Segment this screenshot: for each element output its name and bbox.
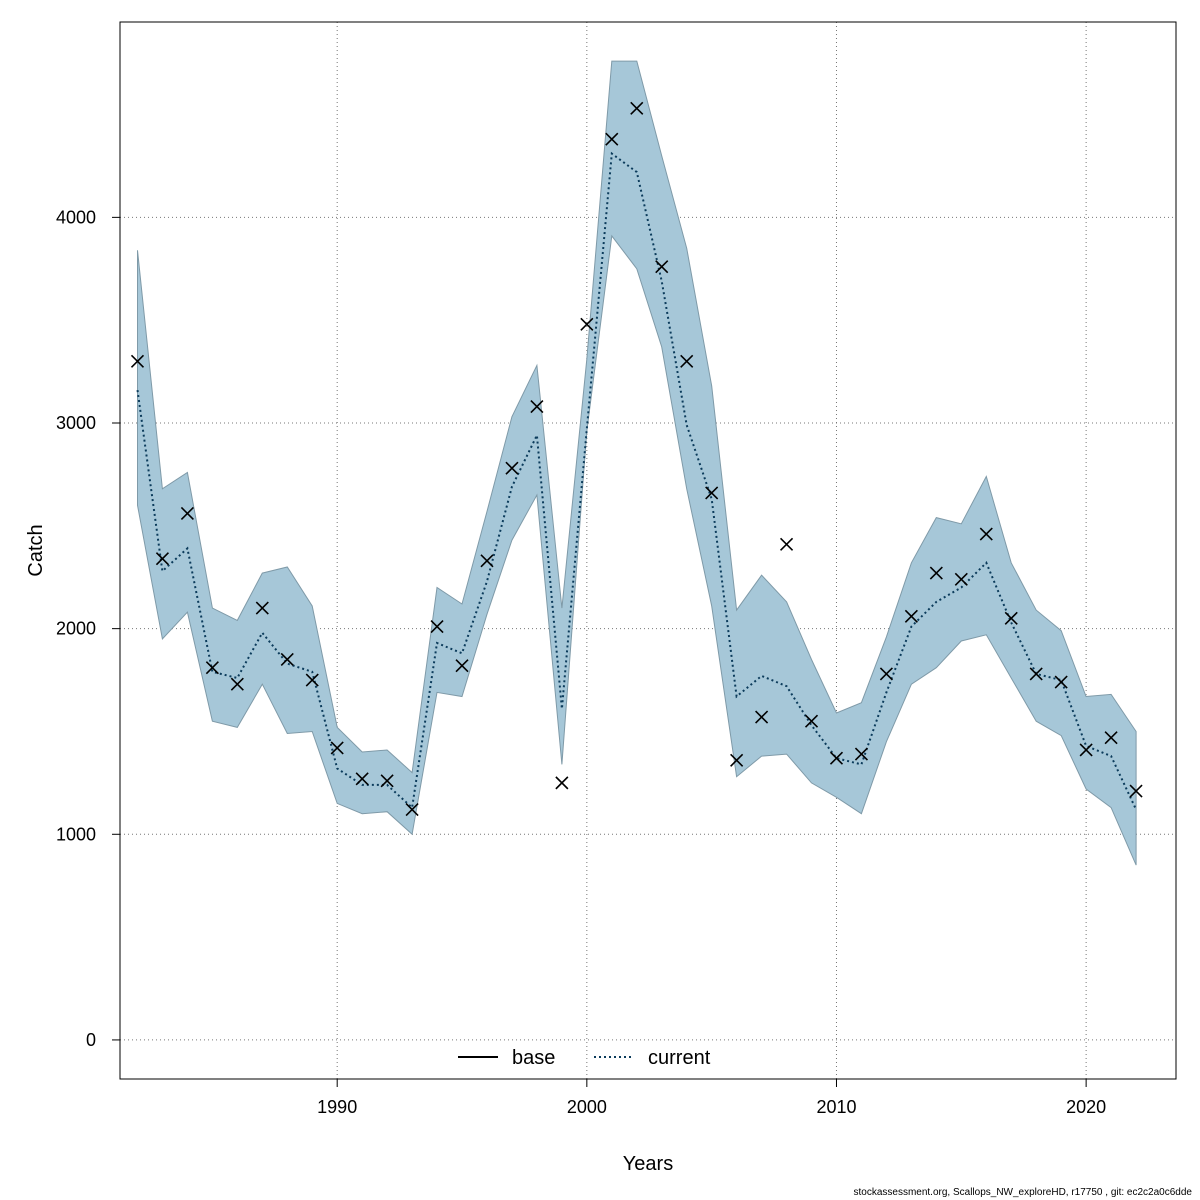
observed-point-2011 bbox=[854, 747, 869, 761]
observed-point-2008 bbox=[779, 537, 794, 551]
observed-point-2018 bbox=[1029, 667, 1043, 681]
observed-point-1990 bbox=[330, 741, 344, 755]
observed-point-1992 bbox=[380, 774, 394, 788]
y-tick-label-0: 0 bbox=[86, 1030, 96, 1050]
observed-point-1996 bbox=[480, 554, 494, 568]
x-tick-label-2020: 2020 bbox=[1066, 1097, 1106, 1117]
x-axis-title: Years bbox=[623, 1153, 673, 1175]
legend-label-current: current bbox=[648, 1047, 711, 1069]
observed-point-2009 bbox=[804, 714, 819, 728]
series-line-current bbox=[136, 151, 1138, 811]
footer-credit: stockassessment.org, Scallops_NW_explore… bbox=[853, 1187, 1192, 1198]
observed-point-2017 bbox=[1004, 611, 1018, 625]
observed-point-1994 bbox=[430, 620, 444, 634]
observed-point-2000 bbox=[580, 317, 594, 331]
series-line-layer bbox=[136, 151, 1138, 811]
observed-point-2019 bbox=[1054, 675, 1068, 689]
observed-point-1986 bbox=[230, 677, 244, 691]
observed-point-2020 bbox=[1079, 743, 1093, 757]
axes: 1990 2000 2010 2020 0 1000 2000 3000 4000 bbox=[56, 207, 1106, 1117]
observed-point-1988 bbox=[280, 652, 294, 667]
observed-point-1997 bbox=[505, 461, 519, 475]
observed-point-2021 bbox=[1104, 731, 1118, 745]
plot-frame bbox=[119, 21, 1177, 1080]
confidence-band-layer bbox=[137, 60, 1137, 866]
legend-label-base: base bbox=[512, 1047, 555, 1069]
observed-point-1982 bbox=[130, 354, 145, 368]
observed-point-2010 bbox=[829, 751, 844, 765]
observed-point-2012 bbox=[879, 667, 893, 681]
y-axis-title: Catch bbox=[25, 524, 47, 576]
observed-point-1984 bbox=[180, 506, 194, 521]
observed-point-1995 bbox=[455, 659, 469, 673]
observed-point-2005 bbox=[705, 486, 719, 500]
x-tick-label-1990: 1990 bbox=[317, 1097, 357, 1117]
observed-point-1998 bbox=[530, 399, 544, 414]
legend: base current bbox=[458, 1047, 711, 1069]
observed-point-2004 bbox=[680, 354, 694, 368]
observed-point-2015 bbox=[954, 572, 968, 586]
observed-point-1991 bbox=[355, 772, 369, 786]
observed-point-2003 bbox=[655, 260, 669, 274]
observed-point-2022 bbox=[1129, 784, 1143, 798]
observed-point-1989 bbox=[305, 673, 319, 687]
x-tick-label-2010: 2010 bbox=[816, 1097, 856, 1117]
observed-point-2016 bbox=[979, 527, 993, 541]
observed-point-2006 bbox=[730, 753, 744, 767]
x-tick-label-2000: 2000 bbox=[567, 1097, 607, 1117]
observed-point-2002 bbox=[630, 101, 644, 115]
y-tick-label-3000: 3000 bbox=[56, 413, 96, 433]
y-tick-label-4000: 4000 bbox=[56, 207, 96, 227]
observed-points-layer bbox=[130, 101, 1143, 817]
observed-point-2014 bbox=[929, 566, 943, 580]
observed-point-2013 bbox=[904, 609, 918, 623]
y-tick-label-1000: 1000 bbox=[56, 824, 96, 844]
observed-point-1987 bbox=[255, 601, 269, 615]
confidence-band bbox=[137, 60, 1137, 866]
observed-point-2007 bbox=[755, 710, 769, 724]
observed-point-1993 bbox=[405, 803, 419, 817]
observed-point-1999 bbox=[555, 776, 569, 790]
observed-point-1985 bbox=[205, 661, 219, 675]
observed-point-1983 bbox=[155, 552, 170, 566]
y-tick-label-2000: 2000 bbox=[56, 619, 96, 639]
observed-point-2001 bbox=[605, 132, 619, 146]
